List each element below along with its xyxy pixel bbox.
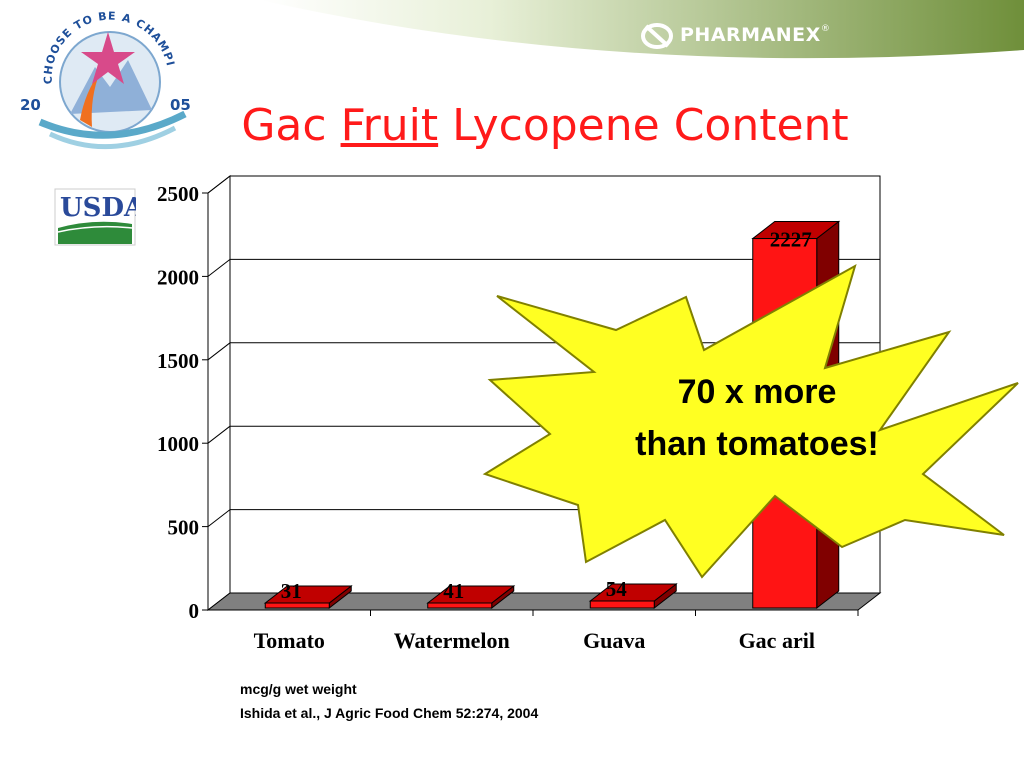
data-label: 2227: [770, 228, 812, 252]
gridline-side: [207, 509, 231, 527]
data-label: 41: [443, 579, 464, 603]
brand-name: PHARMANEX: [680, 24, 821, 46]
starburst-shape: [482, 263, 1019, 579]
y-tick-label: 1500: [157, 349, 199, 373]
callout-line-2: than tomatoes!: [635, 425, 879, 463]
title-part-2: Fruit: [340, 100, 439, 151]
badge-year-right: 05: [170, 96, 191, 114]
gridline-side: [207, 342, 231, 361]
gridline-side: [207, 259, 231, 277]
pharmanex-logo: PHARMANEX ®: [640, 18, 830, 52]
y-tick-label: 1000: [157, 432, 199, 456]
slide-title: Gac Fruit Lycopene Content: [0, 100, 1024, 151]
star-icon: [81, 32, 135, 84]
units-caption: mcg/g wet weight: [240, 681, 357, 697]
title-part-1: Gac: [241, 100, 327, 151]
usda-logo: USDA: [54, 188, 136, 246]
bar-watermelon: [426, 584, 516, 610]
bar-guava: [588, 582, 678, 610]
y-tick-label: 2000: [157, 265, 199, 289]
x-tick-label: Guava: [583, 628, 645, 653]
bar-front: [264, 602, 330, 609]
y-tick-label: 500: [168, 516, 200, 540]
gridline-side: [207, 175, 231, 194]
usda-text: USDA: [60, 193, 136, 223]
leaf-icon: [641, 23, 673, 49]
header-banner: [260, 0, 1024, 59]
y-tick-label: 2500: [157, 182, 199, 206]
title-part-3: Lycopene Content: [452, 100, 849, 151]
x-tick-label: Watermelon: [394, 628, 510, 653]
source-caption: Ishida et al., J Agric Food Chem 52:274,…: [240, 705, 539, 721]
badge-year-left: 20: [20, 96, 41, 114]
brand-registered-mark: ®: [820, 24, 830, 34]
data-label: 31: [281, 579, 302, 603]
x-tick-label: Tomato: [254, 628, 325, 653]
data-label: 54: [606, 577, 628, 601]
gridline-side: [207, 425, 231, 444]
callout-line-1: 70 x more: [678, 373, 837, 411]
bar-front: [589, 600, 655, 609]
bar-tomato: [263, 584, 353, 610]
x-tick-label: Gac aril: [739, 628, 815, 653]
bar-front: [427, 602, 493, 609]
champion-badge: CHOOSE TO BE A CHAMPION 20 05: [10, 2, 191, 150]
y-tick-label: 0: [189, 599, 200, 623]
